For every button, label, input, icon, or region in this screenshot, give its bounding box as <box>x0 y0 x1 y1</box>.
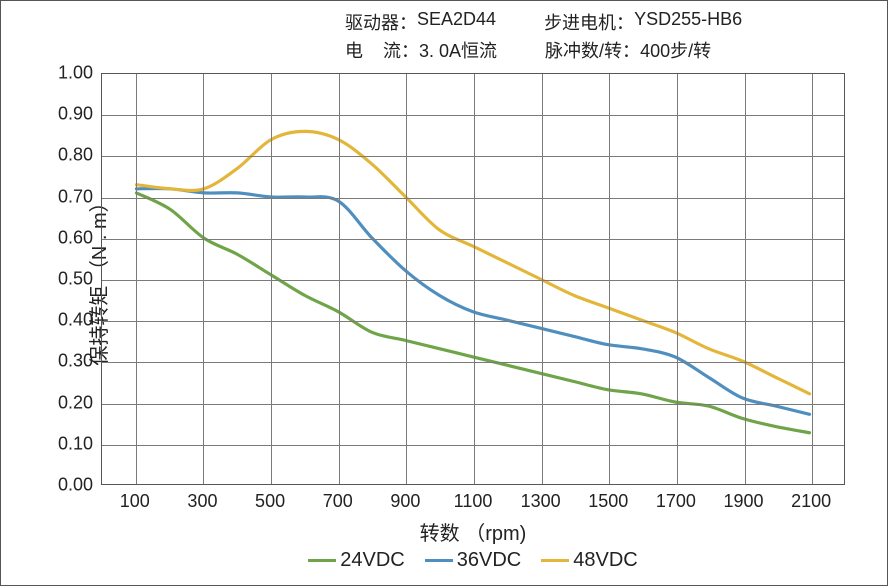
motor-pair: 步进电机： YSD255-HB6 <box>544 9 742 35</box>
legend-swatch <box>541 559 569 562</box>
y-tick-label: 0.10 <box>53 433 93 454</box>
legend-item-48VDC: 48VDC <box>541 549 637 572</box>
x-tick-label: 300 <box>187 491 217 512</box>
legend-label: 24VDC <box>340 549 404 572</box>
driver-value: SEA2D44 <box>417 9 496 35</box>
x-tick-label: 1100 <box>454 491 493 512</box>
chart-container: 驱动器： SEA2D44 步进电机： YSD255-HB6 电 流： 3. 0A… <box>0 0 888 586</box>
gridline-h <box>102 321 844 322</box>
header-block: 驱动器： SEA2D44 步进电机： YSD255-HB6 电 流： 3. 0A… <box>345 9 790 65</box>
current-value: 3. 0A恒流 <box>419 37 497 63</box>
x-tick-label: 100 <box>120 491 150 512</box>
y-tick-label: 0.90 <box>53 104 93 125</box>
x-tick-label: 1700 <box>656 491 696 512</box>
x-tick-label: 1900 <box>724 491 764 512</box>
y-tick-label: 0.20 <box>53 392 93 413</box>
x-axis-label: 转数 （rpm) <box>101 517 845 546</box>
y-tick-label: 0.30 <box>53 351 93 372</box>
y-tick-label: 0.70 <box>53 186 93 207</box>
gridline-v <box>136 74 137 484</box>
plot-area <box>101 73 845 485</box>
series-48VDC <box>136 131 809 393</box>
header-row-2: 电 流： 3. 0A恒流 脉冲数/转： 400步/转 <box>345 37 790 63</box>
x-tick-label: 2100 <box>791 491 831 512</box>
gridline-v <box>745 74 746 484</box>
legend-swatch <box>308 559 336 562</box>
gridline-h <box>102 115 844 116</box>
pulse-value: 400步/转 <box>640 37 711 63</box>
y-tick-label: 0.60 <box>53 227 93 248</box>
header-row-1: 驱动器： SEA2D44 步进电机： YSD255-HB6 <box>345 9 790 35</box>
gridline-h <box>102 404 844 405</box>
motor-label: 步进电机： <box>544 9 634 35</box>
legend: 24VDC 36VDC 48VDC <box>101 549 845 572</box>
pulse-pair: 脉冲数/转： 400步/转 <box>545 37 711 63</box>
gridline-v <box>271 74 272 484</box>
x-tick-label: 1500 <box>588 491 628 512</box>
gridline-v <box>203 74 204 484</box>
gridline-h <box>102 362 844 363</box>
y-tick-label: 0.00 <box>53 475 93 496</box>
gridline-v <box>339 74 340 484</box>
gridline-v <box>474 74 475 484</box>
pulse-label: 脉冲数/转： <box>545 37 640 63</box>
y-tick-label: 1.00 <box>53 63 93 84</box>
x-tick-label: 1300 <box>521 491 561 512</box>
legend-label: 36VDC <box>457 549 521 572</box>
gridline-h <box>102 156 844 157</box>
legend-label: 48VDC <box>573 549 637 572</box>
gridline-v <box>542 74 543 484</box>
gridline-h <box>102 280 844 281</box>
driver-label: 驱动器： <box>345 9 417 35</box>
legend-item-24VDC: 24VDC <box>308 549 404 572</box>
x-tick-label: 700 <box>323 491 353 512</box>
y-tick-label: 0.40 <box>53 310 93 331</box>
x-tick-label: 500 <box>255 491 285 512</box>
gridline-v <box>677 74 678 484</box>
y-tick-label: 0.80 <box>53 145 93 166</box>
current-label: 电 流： <box>345 37 419 63</box>
gridline-v <box>406 74 407 484</box>
x-tick-label: 900 <box>390 491 420 512</box>
current-pair: 电 流： 3. 0A恒流 <box>345 37 497 63</box>
gridline-h <box>102 445 844 446</box>
motor-value: YSD255-HB6 <box>634 9 742 35</box>
gridline-h <box>102 198 844 199</box>
y-tick-label: 0.50 <box>53 269 93 290</box>
legend-swatch <box>425 559 453 562</box>
gridline-v <box>812 74 813 484</box>
gridline-v <box>609 74 610 484</box>
gridline-h <box>102 239 844 240</box>
lines-svg <box>102 74 844 484</box>
series-36VDC <box>136 188 809 414</box>
legend-item-36VDC: 36VDC <box>425 549 521 572</box>
driver-pair: 驱动器： SEA2D44 <box>345 9 496 35</box>
